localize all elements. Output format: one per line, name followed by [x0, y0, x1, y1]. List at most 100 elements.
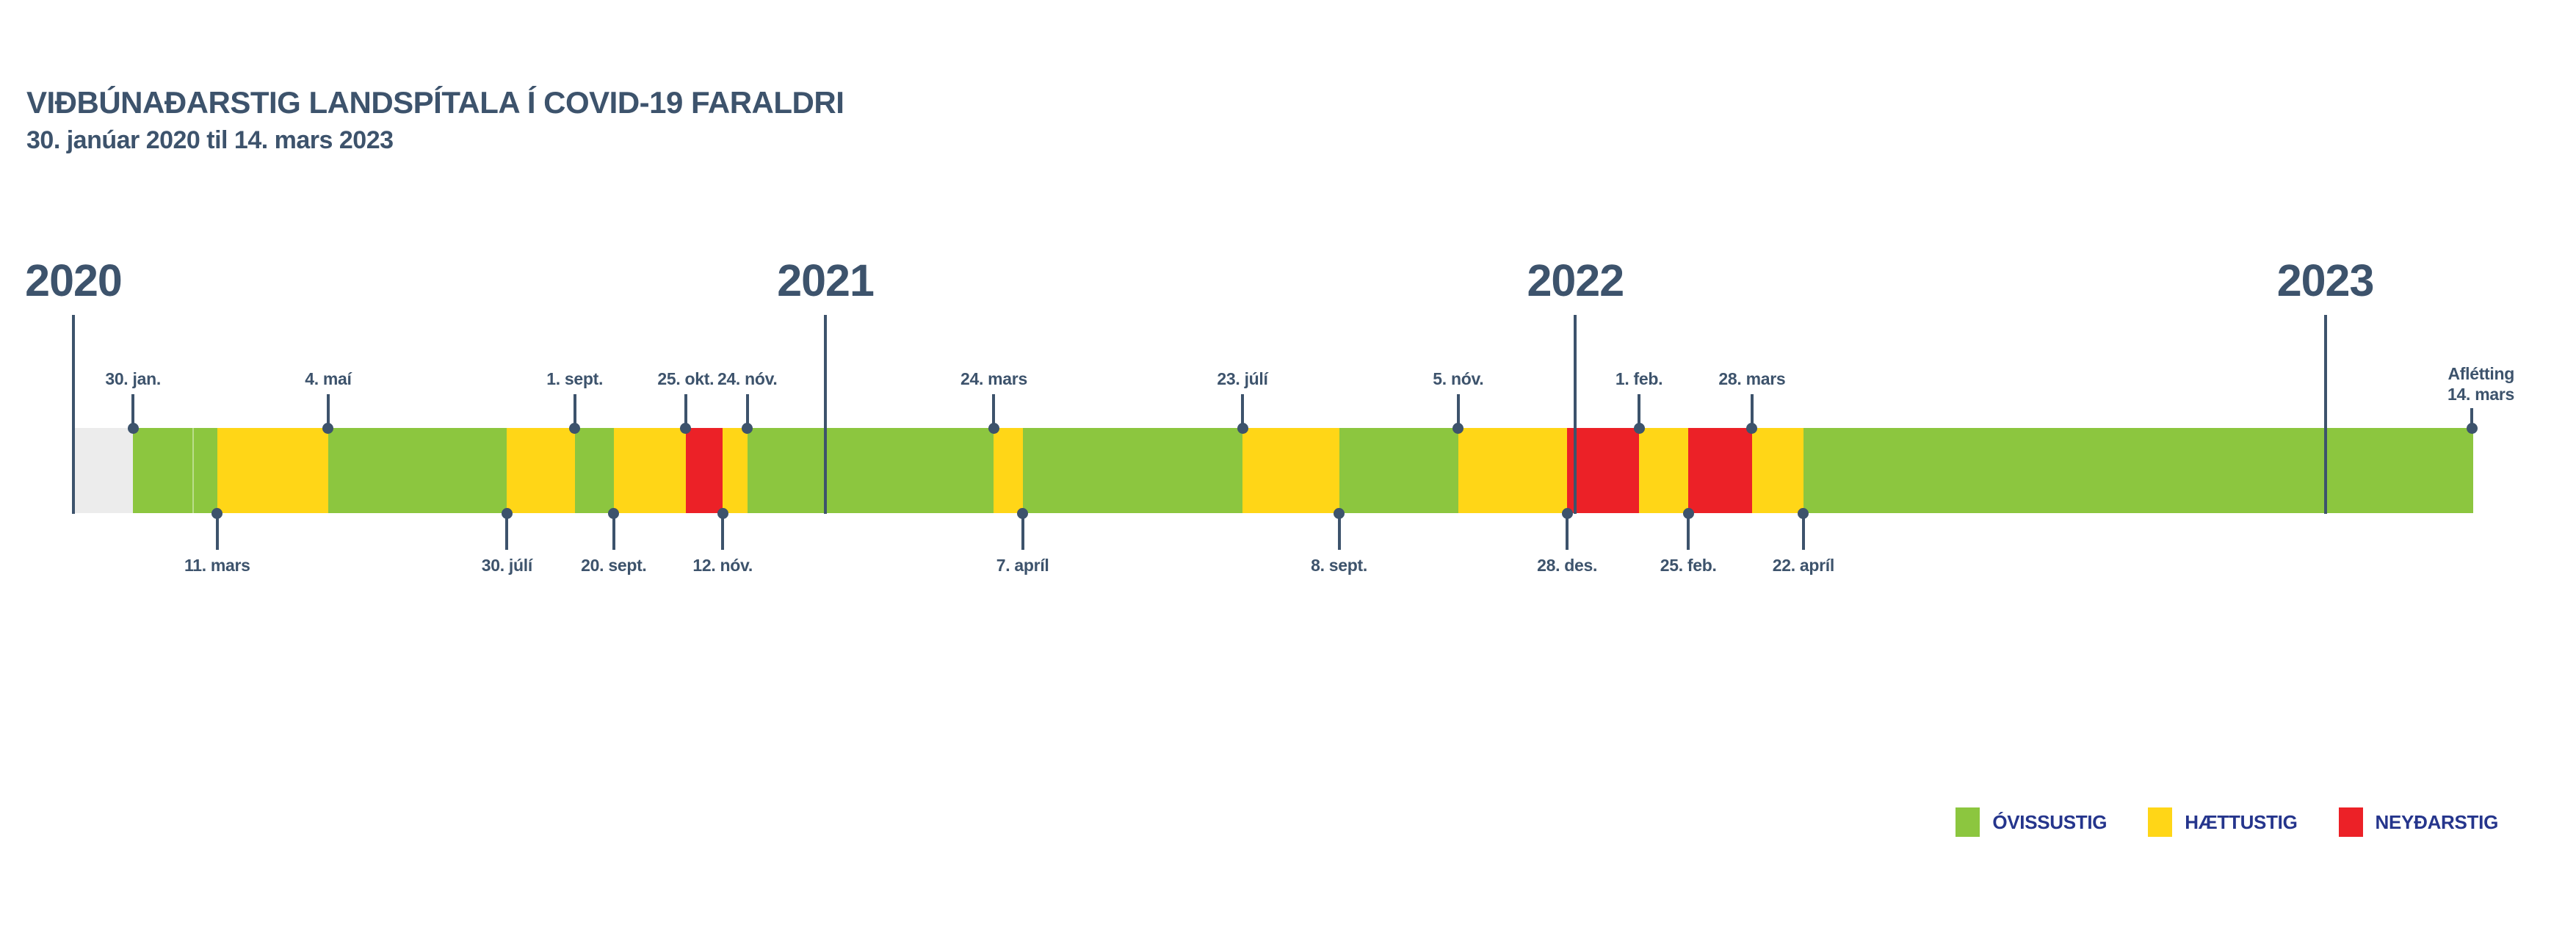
marker-line-24-mars: [992, 394, 996, 428]
marker-label-11-mars: 11. mars: [184, 556, 250, 575]
marker-dot-20-sept: [608, 507, 620, 519]
marker-label-5-n-v: 5. nóv.: [1433, 369, 1484, 388]
marker-line-1-feb: [1638, 394, 1641, 428]
legend: ÓVISSUSTIG HÆTTUSTIG NEYÐARSTIG: [1955, 807, 2498, 837]
segment-none: [73, 428, 134, 513]
marker-dot-28-mars: [1746, 422, 1758, 434]
marker-label-30-jan: 30. jan.: [105, 369, 161, 388]
year-label-2021: 2021: [777, 255, 875, 305]
marker-line-1-sept: [573, 394, 576, 428]
marker-label-24-n-v: 24. nóv.: [717, 369, 778, 388]
marker-label-4-ma: 4. maí: [305, 369, 352, 388]
segment-haettustig: [1751, 428, 1803, 513]
marker-label-23-j-l: 23. júlí: [1217, 369, 1268, 388]
marker-dot-12-n-v: [717, 507, 728, 519]
marker-dot-23-j-l: [1237, 422, 1248, 434]
segment-ovissustig: [192, 428, 217, 513]
marker-dot-8-sept: [1334, 507, 1345, 519]
segment-haettustig: [994, 428, 1023, 513]
legend-label-haettustig: HÆTTUSTIG: [2185, 810, 2298, 833]
marker-dot-25-feb: [1682, 507, 1694, 519]
year-label-2020: 2020: [25, 255, 123, 305]
segment-ovissustig: [328, 428, 507, 513]
marker-label-25-okt: 25. okt.: [657, 369, 714, 388]
marker-dot-24-mars: [988, 422, 999, 434]
end-marker-line: [2470, 408, 2473, 428]
segment-haettustig: [1458, 428, 1568, 513]
segment-ovissustig: [133, 428, 193, 513]
marker-dot-1-feb: [1633, 422, 1645, 434]
legend-label-neydarstig: NEYÐARSTIG: [2375, 810, 2499, 833]
marker-line-25-okt: [684, 394, 687, 428]
segment-ovissustig: [1803, 428, 2473, 513]
segment-neydarstig: [685, 428, 723, 513]
marker-line-7-apr-l: [1021, 513, 1024, 550]
marker-label-25-feb: 25. feb.: [1660, 556, 1717, 575]
segment-haettustig: [217, 428, 328, 513]
marker-line-5-n-v: [1456, 394, 1460, 428]
legend-item-ovissustig: ÓVISSUSTIG: [1955, 807, 2108, 837]
marker-dot-30-j-l: [501, 507, 513, 519]
marker-label-1-feb: 1. feb.: [1615, 369, 1663, 388]
year-label-2022: 2022: [1527, 255, 1624, 305]
marker-line-30-jan: [131, 394, 135, 428]
marker-line-24-n-v: [745, 394, 749, 428]
end-marker-label-line-1: Aflétting: [2447, 364, 2514, 383]
segment-neydarstig: [1688, 428, 1752, 513]
legend-swatch-neydarstig: [2338, 807, 2363, 837]
marker-label-1-sept: 1. sept.: [546, 369, 604, 388]
marker-label-28-des: 28. des.: [1537, 556, 1598, 575]
marker-dot-7-apr-l: [1017, 507, 1029, 519]
segment-ovissustig: [747, 428, 994, 513]
year-line-2021: [824, 315, 828, 514]
end-marker-label: Aflétting 14. mars: [2447, 363, 2514, 404]
marker-dot-5-n-v: [1452, 422, 1464, 434]
page-title: VIÐBÚNAÐARSTIG LANDSPÍTALA Í COVID-19 FA…: [26, 85, 844, 120]
marker-dot-11-mars: [211, 507, 223, 519]
year-label-2023: 2023: [2276, 255, 2375, 305]
segment-ovissustig: [1339, 428, 1458, 513]
legend-item-haettustig: HÆTTUSTIG: [2148, 807, 2298, 837]
marker-dot-25-okt: [680, 422, 692, 434]
marker-label-7-apr-l: 7. apríl: [996, 556, 1049, 575]
page-subtitle: 30. janúar 2020 til 14. mars 2023: [26, 126, 394, 154]
year-line-2022: [1574, 315, 1577, 514]
marker-dot-1-sept: [569, 422, 581, 434]
marker-dot-28-des: [1561, 507, 1573, 519]
end-marker-label-line-2: 14. mars: [2447, 385, 2514, 404]
marker-line-4-ma: [326, 394, 330, 428]
segment-haettustig: [723, 428, 748, 513]
end-marker-dot: [2466, 422, 2478, 434]
marker-label-22-apr-l: 22. apríl: [1772, 556, 1835, 575]
segment-ovissustig: [1022, 428, 1243, 513]
marker-line-8-sept: [1337, 513, 1341, 550]
marker-dot-4-ma: [322, 422, 334, 434]
marker-line-25-feb: [1687, 513, 1690, 550]
marker-label-20-sept: 20. sept.: [581, 556, 647, 575]
segment-neydarstig: [1567, 428, 1640, 513]
segment-haettustig: [1639, 428, 1689, 513]
marker-label-8-sept: 8. sept.: [1311, 556, 1367, 575]
legend-swatch-haettustig: [2148, 807, 2173, 837]
marker-label-28-mars: 28. mars: [1718, 369, 1786, 388]
segment-ovissustig: [574, 428, 614, 513]
marker-line-12-n-v: [721, 513, 725, 550]
legend-swatch-ovissustig: [1955, 807, 1980, 837]
marker-line-11-mars: [215, 513, 219, 550]
timeline-bar: [73, 428, 2473, 513]
segment-haettustig: [507, 428, 575, 513]
year-line-2023: [2323, 315, 2327, 514]
marker-dot-24-n-v: [742, 422, 753, 434]
marker-label-12-n-v: 12. nóv.: [692, 556, 753, 575]
marker-label-24-mars: 24. mars: [960, 369, 1027, 388]
year-line-2020: [72, 315, 75, 514]
segment-haettustig: [1242, 428, 1339, 513]
marker-dot-22-apr-l: [1798, 507, 1809, 519]
legend-item-neydarstig: NEYÐARSTIG: [2338, 807, 2499, 837]
marker-label-30-j-l: 30. júlí: [481, 556, 532, 575]
marker-line-28-des: [1566, 513, 1569, 550]
marker-line-23-j-l: [1241, 394, 1245, 428]
marker-dot-30-jan: [127, 422, 139, 434]
